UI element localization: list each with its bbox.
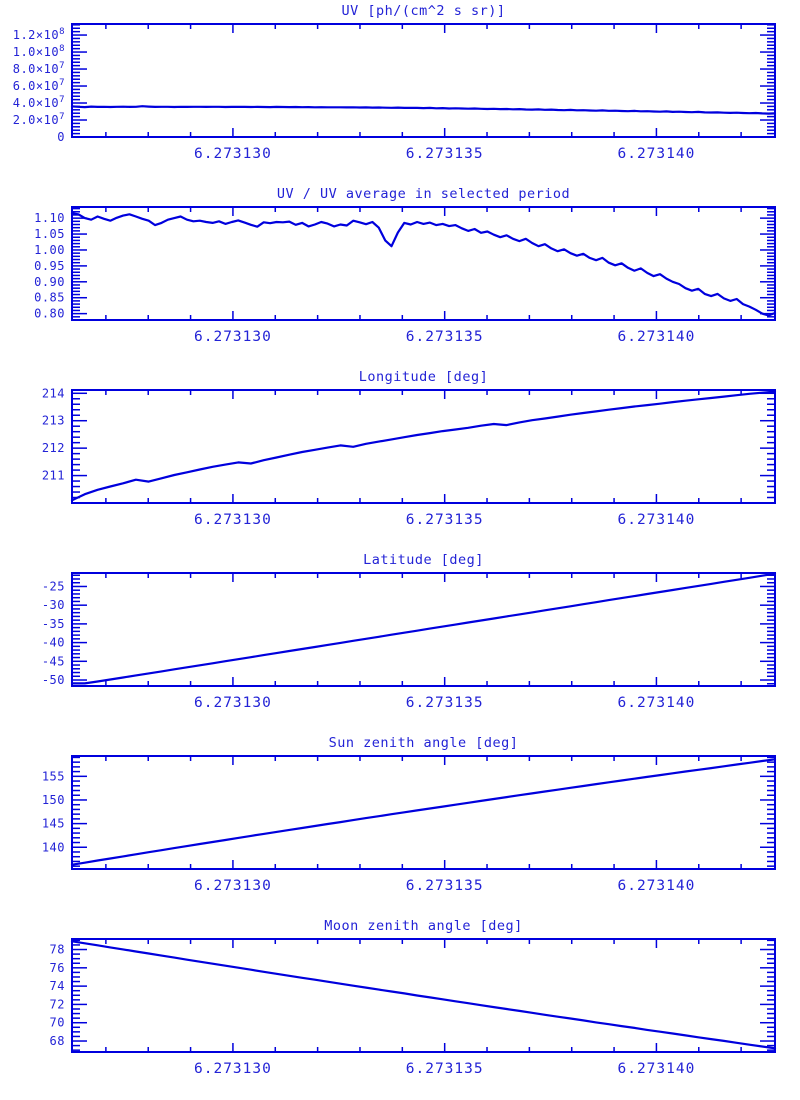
y-tick-label: 6.0×107 xyxy=(13,78,65,93)
plot-frame xyxy=(71,389,776,504)
data-line xyxy=(70,105,777,115)
y-tick-label: -25 xyxy=(42,579,65,593)
x-tick-label: 6.273140 xyxy=(617,1061,695,1077)
chart-uv: UV [ph/(cm^2 s sr)] 6.273130 6.273135 6.273… xyxy=(13,3,777,162)
plot-frame xyxy=(71,572,776,687)
data-line xyxy=(70,572,777,685)
x-tick-label: 6.273135 xyxy=(406,695,484,711)
chart-sun-zenith: Sun zenith angle [deg] 6.273130 6.273135 6.… xyxy=(42,735,777,894)
chart-longitude: Longitude [deg] 6.273130 6.273135 6.273140 2… xyxy=(42,369,777,528)
x-tick-label: 6.273140 xyxy=(617,512,695,528)
y-tick-label: 145 xyxy=(42,817,65,831)
x-tick-label: 6.273140 xyxy=(617,329,695,345)
chart-moon-zenith: Moon zenith angle [deg] 6.273130 6.273135 6… xyxy=(50,918,777,1077)
y-tick-label: 0.90 xyxy=(34,275,65,289)
y-tick-label: 78 xyxy=(50,943,65,957)
chart-panel-moon-zenith: Moon zenith angle [deg] 6.273130 6.273135 6… xyxy=(0,915,800,1098)
plot-frame xyxy=(71,23,776,138)
chart-panel-uv: UV [ph/(cm^2 s sr)] 6.273130 6.273135 6.273… xyxy=(0,0,800,183)
y-tick-label: 4.0×107 xyxy=(13,95,65,110)
x-tick-label: 6.273135 xyxy=(406,146,484,162)
y-tick-label: 150 xyxy=(42,793,65,807)
y-tick-label: -40 xyxy=(42,636,65,650)
x-tick-label: 6.273140 xyxy=(617,695,695,711)
y-tick-label: 0 xyxy=(57,130,65,144)
y-tick-label: 8.0×107 xyxy=(13,61,65,76)
y-tick-label: 140 xyxy=(42,840,65,854)
chart-uv-ratio: UV / UV average in selected period 6.2731… xyxy=(34,186,777,345)
plot-frame xyxy=(71,206,776,321)
y-tick-label: 211 xyxy=(42,469,65,483)
chart-title: UV [ph/(cm^2 s sr)] xyxy=(342,3,506,19)
chart-panel-uv-ratio: UV / UV average in selected period 6.2731… xyxy=(0,183,800,366)
y-tick-label: 213 xyxy=(42,414,65,428)
chart-title: Longitude [deg] xyxy=(359,369,488,385)
y-tick-label: 0.85 xyxy=(34,291,65,305)
y-tick-label: 155 xyxy=(42,769,65,783)
y-tick-label: 1.2×108 xyxy=(13,27,65,42)
x-tick-label: 6.273130 xyxy=(194,1061,272,1077)
y-tick-label: 0.80 xyxy=(34,307,65,321)
x-tick-label: 6.273130 xyxy=(194,695,272,711)
plot-frame xyxy=(71,938,776,1053)
y-tick-label: -45 xyxy=(42,654,65,668)
x-tick-label: 6.273140 xyxy=(617,146,695,162)
y-tick-label: 212 xyxy=(42,441,65,455)
chart-panel-latitude: Latitude [deg] 6.273130 6.273135 6.273140 -5… xyxy=(0,549,800,732)
y-tick-label: 0.95 xyxy=(34,259,65,273)
x-tick-label: 6.273135 xyxy=(406,878,484,894)
y-tick-label: 214 xyxy=(42,386,65,400)
data-line xyxy=(70,212,777,317)
x-tick-label: 6.273130 xyxy=(194,146,272,162)
data-line xyxy=(70,758,777,866)
chart-latitude: Latitude [deg] 6.273130 6.273135 6.273140 -5… xyxy=(42,552,777,711)
y-tick-label: 1.10 xyxy=(34,211,65,225)
data-line xyxy=(70,940,777,1050)
x-tick-label: 6.273130 xyxy=(194,512,272,528)
y-tick-label: 1.0×108 xyxy=(13,44,65,59)
chart-title: UV / UV average in selected period xyxy=(277,186,570,202)
chart-title: Latitude [deg] xyxy=(363,552,484,568)
y-tick-label: 76 xyxy=(50,961,65,975)
x-tick-label: 6.273135 xyxy=(406,1061,484,1077)
y-tick-label: 2.0×107 xyxy=(13,112,65,127)
x-tick-label: 6.273135 xyxy=(406,512,484,528)
x-tick-label: 6.273140 xyxy=(617,878,695,894)
x-tick-label: 6.273135 xyxy=(406,329,484,345)
y-tick-label: 70 xyxy=(50,1016,65,1030)
y-tick-label: -50 xyxy=(42,673,65,687)
x-tick-label: 6.273130 xyxy=(194,329,272,345)
y-tick-label: 74 xyxy=(50,979,65,993)
y-tick-label: -35 xyxy=(42,617,65,631)
y-tick-label: -30 xyxy=(42,598,65,612)
y-tick-label: 68 xyxy=(50,1034,65,1048)
data-line xyxy=(70,390,777,502)
y-tick-label: 1.05 xyxy=(34,227,65,241)
chart-title: Sun zenith angle [deg] xyxy=(329,735,519,751)
x-tick-label: 6.273130 xyxy=(194,878,272,894)
chart-panel-sun-zenith: Sun zenith angle [deg] 6.273130 6.273135 6.… xyxy=(0,732,800,915)
chart-title: Moon zenith angle [deg] xyxy=(324,918,522,934)
plot-frame xyxy=(71,755,776,870)
chart-panel-longitude: Longitude [deg] 6.273130 6.273135 6.273140 2… xyxy=(0,366,800,549)
y-tick-label: 1.00 xyxy=(34,243,65,257)
y-tick-label: 72 xyxy=(50,997,65,1011)
